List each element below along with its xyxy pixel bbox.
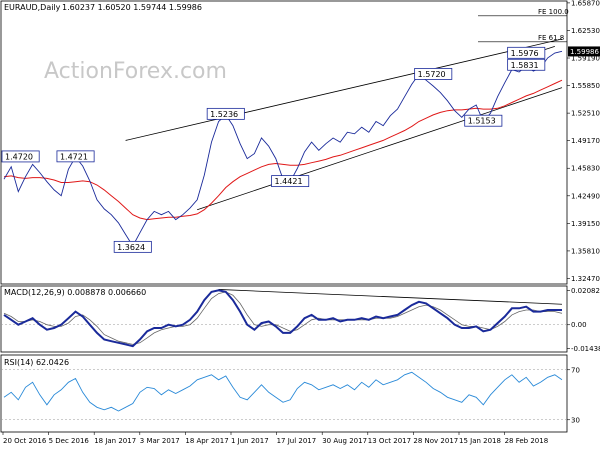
rsi-y-axis: 70 30 (567, 366, 580, 424)
price-y-axis: 1.65870 1.62530 1.59190 1.55850 1.52510 1.491… (567, 0, 600, 283)
rsi-panel-frame (0, 354, 568, 433)
x-tick-label: 5 Dec 2016 (49, 437, 90, 445)
fib-level-label: FE 100.0 (538, 8, 569, 16)
price-annotation-label: 1.5831 (511, 61, 539, 70)
price-trendline (125, 38, 563, 141)
rsi-y-tick-label: 70 (571, 366, 580, 374)
price-trendline (197, 87, 563, 211)
price-annotation-label: 1.4721 (60, 152, 88, 161)
price-annotation: 1.3624 (113, 240, 152, 253)
x-tick-label: 17 Jul 2017 (277, 437, 317, 445)
rsi-line (3, 371, 563, 412)
price-annotation-label: 1.5720 (418, 70, 446, 79)
price-y-tick-label: 1.49170 (571, 137, 600, 145)
price-annotation-box (271, 175, 310, 188)
current-price-box (568, 46, 600, 57)
watermark: ActionForex.com (44, 59, 227, 84)
macd-y-tick-label: -0.014386 (571, 345, 600, 353)
price-annotation-box (464, 114, 503, 127)
price-annotation: 1.5720 (414, 68, 453, 80)
price-annotation-box (206, 107, 245, 120)
price-annotation: 1.4721 (56, 150, 95, 163)
price-annotations: 1.4721 1.3624 1.5236 1.4421 1.5720 1.5153 1.59… (1, 46, 546, 253)
price-annotation-box (414, 68, 453, 80)
macd-y-tick-label: 0.00 (571, 321, 587, 329)
price-annotation-box (507, 58, 546, 71)
rsi-title: RSI(14) 62.0426 (4, 358, 69, 367)
macd-panel-frame (0, 285, 568, 353)
price-annotation: 1.5236 (206, 107, 245, 120)
price-annotation-label: 1.4720 (5, 152, 33, 161)
price-y-tick-label: 1.65870 (571, 0, 600, 7)
price-annotation-label: 1.3624 (117, 243, 145, 252)
price-y-tick-label: 1.32470 (571, 275, 600, 283)
x-tick-label: 18 Apr 2017 (185, 437, 228, 445)
chart-symbol: EURAUD,Daily (4, 3, 61, 12)
price-y-tick-label: 1.45830 (571, 165, 600, 173)
x-tick-label: 1 Jun 2017 (231, 437, 269, 445)
price-annotation: 1.5976 (507, 46, 546, 59)
macd-line (3, 289, 562, 348)
x-axis: 20 Oct 2016 5 Dec 2016 18 Jan 2017 3 Mar 20… (2, 432, 549, 445)
current-price-label: 1.59986 (570, 48, 599, 56)
macd-y-axis: 0.020827 0.00 -0.014386 (567, 287, 600, 353)
price-annotation-box (113, 240, 152, 253)
price-annotation: 1.5153 (464, 114, 503, 127)
price-y-tick-label: 1.55850 (571, 82, 600, 90)
fib-levels: FE 100.0 FE 61.8 (478, 8, 569, 43)
x-tick-label: 28 Nov 2017 (413, 437, 458, 445)
price-annotation-label: 1.5976 (511, 49, 539, 58)
x-tick-label: 20 Oct 2016 (3, 437, 47, 445)
macd-signal-line (3, 291, 563, 345)
price-annotation-label: 1.5236 (210, 110, 238, 119)
price-annotation-label: 1.4421 (275, 177, 303, 186)
x-tick-label: 3 Mar 2017 (140, 437, 180, 445)
price-annotation: 1.4421 (271, 175, 310, 188)
price-y-tick-label: 1.59190 (571, 55, 600, 63)
x-tick-label: 15 Jan 2018 (459, 437, 501, 445)
price-annotation-box (56, 150, 95, 163)
price-y-tick-label: 1.62530 (571, 27, 600, 35)
price-annotation-box (1, 150, 40, 163)
price-y-tick-label: 1.39150 (571, 220, 600, 228)
current-price-marker: 1.59986 (568, 46, 600, 57)
price-annotation: 1.4720 (1, 150, 40, 163)
price-y-tick-label: 1.52510 (571, 110, 600, 118)
macd-title: MACD(12,26,9) 0.008878 0.006660 (4, 288, 146, 297)
price-y-tick-label: 1.42490 (571, 192, 600, 200)
x-tick-label: 30 Aug 2017 (322, 437, 367, 445)
x-tick-label: 13 Oct 2017 (368, 437, 411, 445)
price-y-tick-label: 1.35810 (571, 247, 600, 255)
rsi-y-tick-label: 30 (571, 416, 580, 424)
chart-ohlc: 1.60237 1.60520 1.59744 1.59986 (62, 3, 202, 12)
macd-trendline-segment (218, 289, 563, 305)
macd-y-tick-label: 0.020827 (571, 287, 600, 295)
price-annotation-label: 1.5153 (468, 117, 496, 126)
price-annotation-box (507, 46, 546, 59)
x-tick-label: 28 Feb 2018 (505, 437, 549, 445)
x-tick-label: 18 Jan 2017 (94, 437, 136, 445)
macd-trendline (218, 289, 563, 305)
price-panel-frame (0, 0, 568, 285)
fib-level-label: FE 61.8 (538, 34, 564, 42)
price-annotation: 1.5831 (507, 58, 546, 71)
